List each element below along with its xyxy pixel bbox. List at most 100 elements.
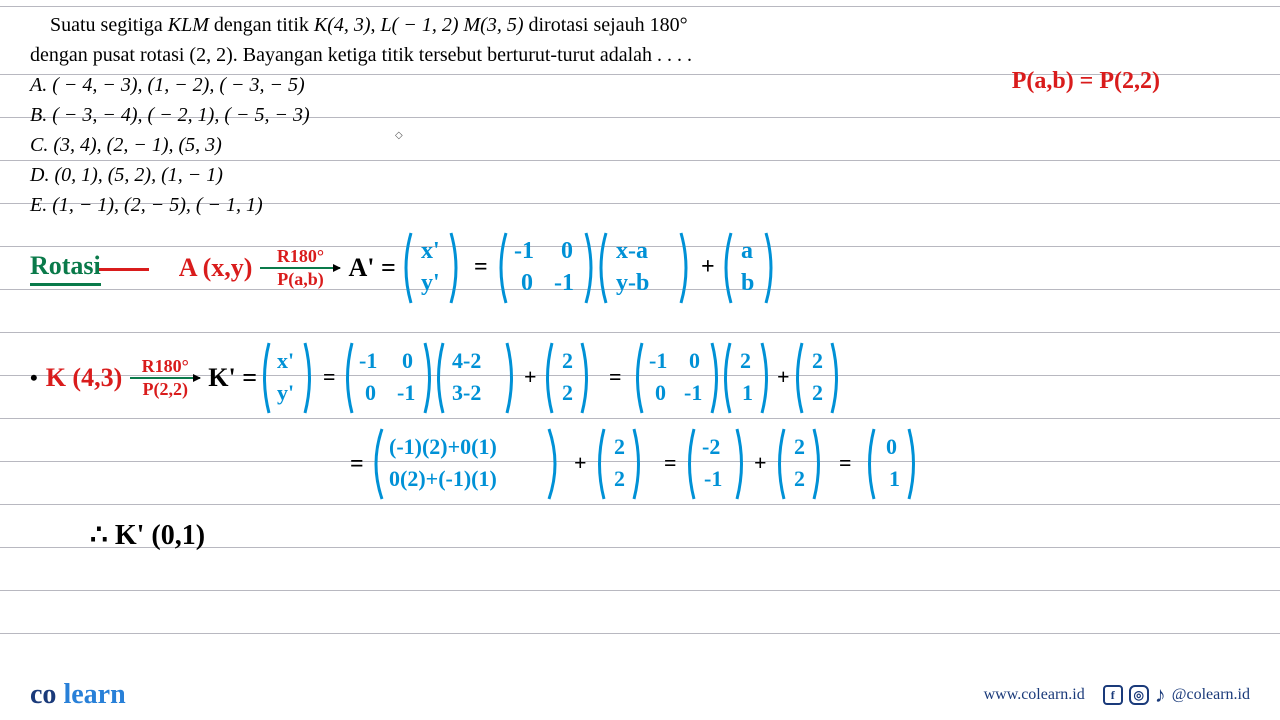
q-line1: Suatu segitiga KLM dengan titik K(4, 3),…	[30, 14, 688, 36]
svg-text:2: 2	[614, 434, 625, 459]
q-post: dirotasi sejauh 180°	[523, 14, 687, 36]
svg-text:b: b	[741, 270, 754, 296]
footer-handle: @colearn.id	[1172, 686, 1250, 704]
svg-text:-1: -1	[359, 348, 377, 373]
svg-text:3-2: 3-2	[452, 380, 481, 405]
svg-text:+: +	[777, 364, 790, 389]
svg-text:y': y'	[277, 380, 294, 405]
q-M: M(3, 5)	[464, 14, 524, 36]
svg-text:2: 2	[614, 466, 625, 491]
svg-text:4-2: 4-2	[452, 348, 481, 373]
svg-text:-1: -1	[704, 466, 722, 491]
q-line2: dengan pusat rotasi (2, 2). Bayangan ket…	[30, 44, 692, 66]
logo-learn: learn	[63, 679, 125, 710]
point-A: A (x,y)	[179, 253, 253, 283]
question-text: Suatu segitiga KLM dengan titik K(4, 3),…	[30, 10, 1250, 70]
svg-text:x-a: x-a	[616, 238, 648, 264]
arrow-line	[260, 267, 340, 269]
q-pre: Suatu segitiga	[50, 14, 168, 36]
formula-row: Rotasi A (x,y) R180° P(a,b) A' = x' y' = …	[30, 228, 1250, 308]
svg-text:0: 0	[561, 238, 573, 264]
svg-text:0(2)+(-1)(1): 0(2)+(-1)(1)	[389, 466, 497, 491]
svg-text:2: 2	[794, 434, 805, 459]
svg-text:2: 2	[794, 466, 805, 491]
svg-text:-1: -1	[554, 270, 574, 296]
svg-text:-2: -2	[702, 434, 720, 459]
svg-text:+: +	[574, 450, 587, 475]
svg-text:-1: -1	[397, 380, 415, 405]
svg-text:-1: -1	[649, 348, 667, 373]
footer: co learn www.colearn.id f ◎ ♪ @colearn.i…	[0, 670, 1280, 720]
svg-text:-1: -1	[684, 380, 702, 405]
K-conclusion: ∴ K' (0,1)	[90, 518, 205, 552]
K-calc-row1: • K (4,3) R180° P(2,2) K' = x' y' = -1 0 0…	[30, 338, 1250, 418]
footer-right: www.colearn.id f ◎ ♪ @colearn.id	[984, 682, 1250, 708]
svg-text:0: 0	[655, 380, 666, 405]
conclusion-row: ∴ K' (0,1)	[30, 518, 1250, 552]
q-L: L( − 1, 2)	[381, 14, 459, 36]
svg-text:+: +	[754, 450, 767, 475]
instagram-icon: ◎	[1129, 685, 1149, 705]
A-prime: A' =	[348, 253, 395, 283]
option-B: B. ( − 3, − 4), ( − 2, 1), ( − 5, − 3)	[30, 104, 310, 126]
svg-text:0: 0	[521, 270, 533, 296]
K-calc-row2: = (-1)(2)+0(1) 0(2)+(-1)(1) + 2 2 = -2 -1 +…	[30, 424, 1250, 504]
q-mid: dengan titik	[209, 14, 314, 36]
K-matrices-1: x' y' = -1 0 0 -1 4-2 3-2 + 2 2 = -1 0 0 -1	[257, 338, 1127, 418]
arrow-formula: R180° P(a,b)	[260, 246, 340, 290]
svg-text:1: 1	[889, 466, 900, 491]
option-D: D. (0, 1), (5, 2), (1, − 1)	[30, 164, 223, 186]
svg-text:0: 0	[689, 348, 700, 373]
K-matrices-2: (-1)(2)+0(1) 0(2)+(-1)(1) + 2 2 = -2 -1 + 2…	[364, 424, 1184, 504]
equals-2: =	[350, 451, 364, 478]
arrow-bottom: P(a,b)	[277, 269, 324, 290]
K-arrow-bottom: P(2,2)	[143, 379, 188, 400]
cursor-mark: ◇	[395, 130, 403, 141]
svg-text:y': y'	[421, 270, 440, 296]
arrow-K: R180° P(2,2)	[130, 356, 200, 400]
svg-text:2: 2	[740, 348, 751, 373]
svg-text:+: +	[524, 364, 537, 389]
footer-url: www.colearn.id	[984, 686, 1085, 704]
svg-text:=: =	[664, 450, 677, 475]
svg-text:=: =	[609, 364, 622, 389]
svg-text:0: 0	[886, 434, 897, 459]
underline-extension	[99, 266, 149, 271]
svg-text:a: a	[741, 238, 753, 264]
svg-text:2: 2	[562, 380, 573, 405]
svg-text:(-1)(2)+0(1): (-1)(2)+0(1)	[389, 434, 497, 459]
svg-text:1: 1	[742, 380, 753, 405]
bullet: •	[30, 365, 38, 391]
svg-text:=: =	[323, 364, 336, 389]
svg-text:+: +	[701, 254, 715, 280]
facebook-icon: f	[1103, 685, 1123, 705]
svg-text:x': x'	[277, 348, 294, 373]
svg-text:-1: -1	[514, 238, 534, 264]
main-content: Suatu segitiga KLM dengan titik K(4, 3),…	[0, 0, 1280, 552]
arrow-top: R180°	[277, 246, 324, 267]
q-K: K(4, 3)	[314, 14, 371, 36]
svg-text:y-b: y-b	[616, 270, 649, 296]
q-em: KLM	[168, 14, 209, 36]
option-A: A. ( − 4, − 3), (1, − 2), ( − 3, − 5)	[30, 74, 305, 96]
option-E: E. (1, − 1), (2, − 5), ( − 1, 1)	[30, 194, 263, 216]
K-prime: K' =	[208, 363, 257, 393]
center-annotation: P(a,b) = P(2,2)	[1012, 68, 1160, 95]
svg-text:0: 0	[402, 348, 413, 373]
svg-text:=: =	[839, 450, 852, 475]
svg-text:2: 2	[562, 348, 573, 373]
tiktok-icon: ♪	[1155, 682, 1166, 708]
svg-text:0: 0	[365, 380, 376, 405]
svg-text:2: 2	[812, 348, 823, 373]
formula-matrices: x' y' = -1 0 0 -1 x-a y-b + ab	[396, 228, 1046, 308]
svg-text:x': x'	[421, 238, 440, 264]
rotasi-label: Rotasi	[30, 251, 101, 286]
K-arrow-line	[130, 377, 200, 379]
K-arrow-top: R180°	[142, 356, 189, 377]
logo-co: co	[30, 679, 56, 710]
option-C: C. (3, 4), (2, − 1), (5, 3)	[30, 134, 222, 156]
svg-text:=: =	[474, 254, 488, 280]
logo: co learn	[30, 679, 126, 711]
social-icons: f ◎ ♪ @colearn.id	[1103, 682, 1250, 708]
point-K: K (4,3)	[46, 363, 123, 393]
